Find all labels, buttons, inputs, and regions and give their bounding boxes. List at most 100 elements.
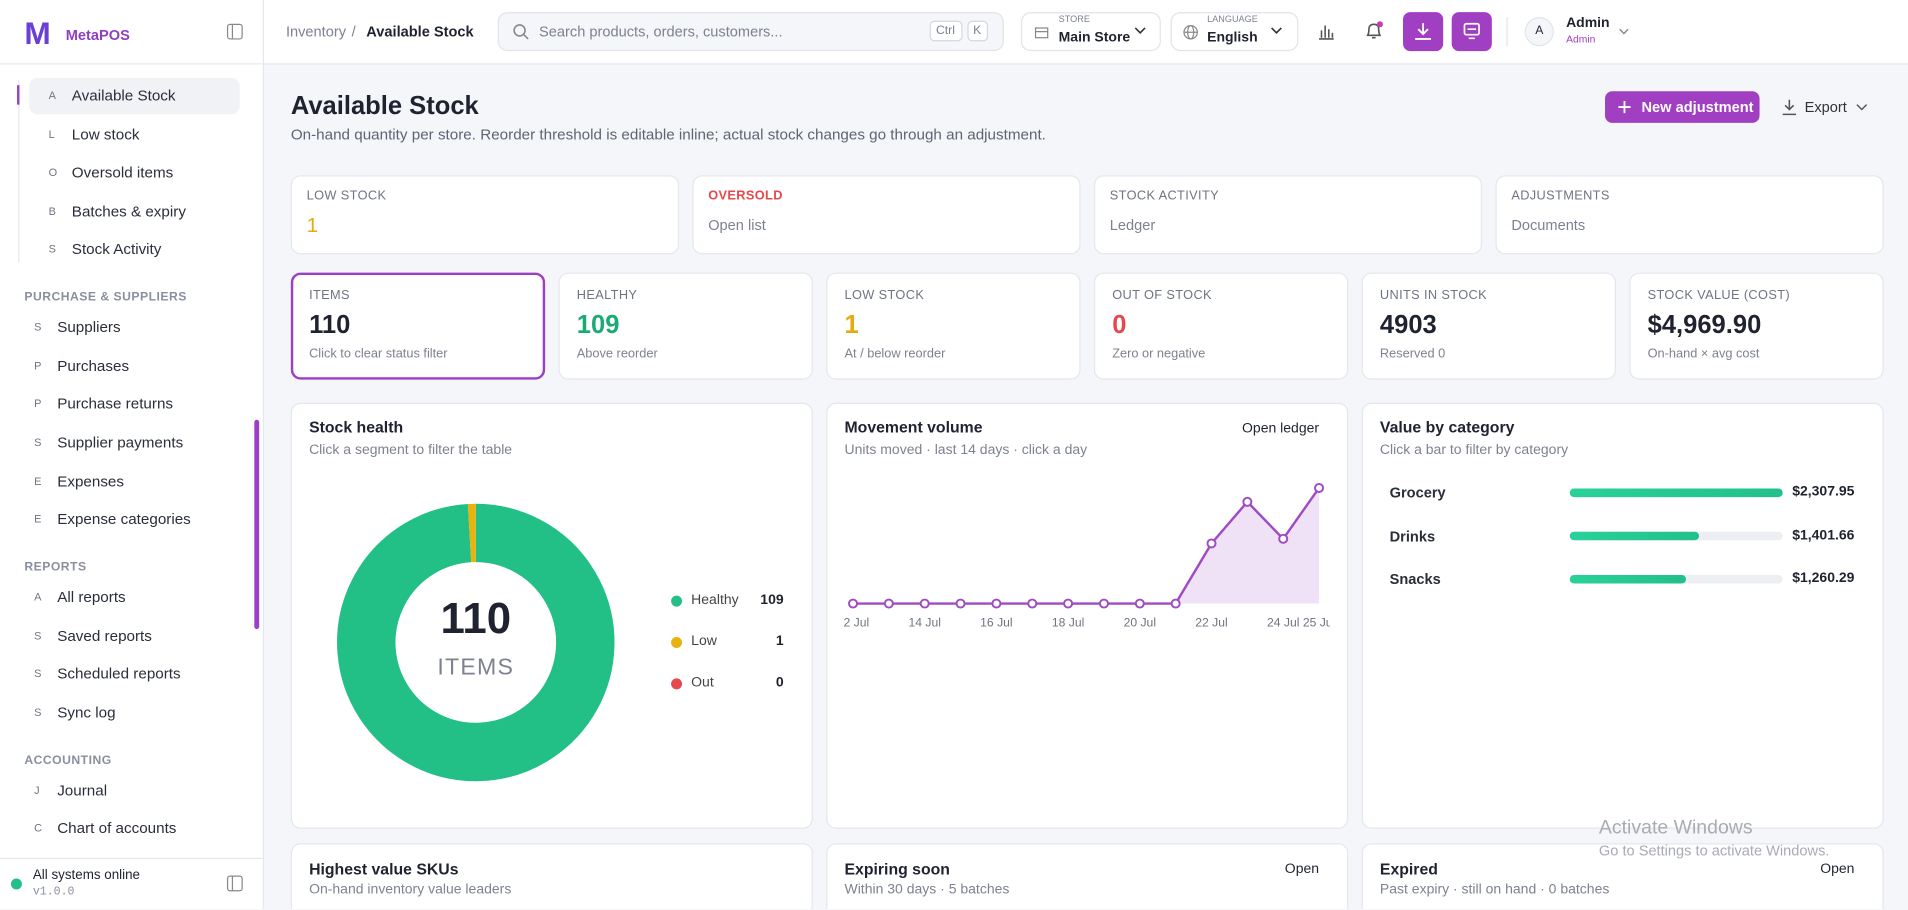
nav-letter: C [34,822,42,835]
nav-item[interactable]: Scheduled reports [57,665,181,683]
search-placeholder: Search products, orders, customers... [539,23,783,41]
user-role: Admin [1566,32,1596,45]
kpi-card[interactable] [1093,272,1349,380]
nav-letter: S [34,320,42,334]
nav-item[interactable]: Batches & expiry [71,202,186,220]
pos-button[interactable] [1451,12,1492,52]
quick-card[interactable] [692,175,1081,255]
kpi-value: $4,969.90 [1647,310,1762,339]
quick-label: LOW STOCK [306,188,387,203]
kpi-note: Zero or negative [1112,346,1206,362]
legend-value: 1 [775,634,784,649]
kpi-value: 4903 [1379,310,1437,339]
key [967,20,989,42]
bar-value-label: $1,260.29 [1792,571,1855,586]
collapse-icon[interactable] [226,23,243,40]
new-adjustment-button[interactable] [1605,91,1760,123]
kpi-card[interactable] [290,272,546,380]
globe-icon [1183,24,1198,40]
collapse-icon[interactable] [226,875,243,892]
breadcrumb[interactable]: Inventory [285,23,347,41]
panel-action[interactable]: Open [1820,861,1855,877]
quick-card[interactable] [1495,175,1884,255]
reports-icon[interactable] [1318,23,1335,40]
kpi-card[interactable] [1629,272,1884,380]
chart-title: Value by category [1379,417,1515,437]
kpi-label: OUT OF STOCK [1112,288,1212,303]
nav-item[interactable]: Suppliers [57,318,121,336]
page-subtitle: On-hand quantity per store. Reorder thre… [290,126,1046,144]
nav-letter: P [34,359,42,372]
language-select[interactable] [1170,12,1299,52]
quick-card[interactable] [1093,175,1483,255]
nav-letter: E [34,474,42,487]
panel-card [1361,843,1884,909]
nav-letter: S [34,436,42,449]
nav-item[interactable]: Supplier payments [57,434,184,452]
bell-icon[interactable] [1364,21,1383,40]
kpi-card[interactable] [1361,272,1616,380]
nav-item[interactable]: Expense categories [57,510,191,529]
key-label: Ctrl [936,24,955,38]
nav-item[interactable]: Oversold items [71,164,174,182]
breadcrumb-sep: / [351,23,356,41]
sidebar-footer-border [0,857,265,860]
nav-item[interactable]: Chart of accounts [57,820,177,838]
kpi-card[interactable] [826,272,1081,380]
panel-subtitle: On-hand inventory value leaders [309,882,512,898]
kpi-note: Above reorder [576,346,658,362]
language-label: LANGUAGE [1207,13,1258,25]
legend-value: 109 [760,592,784,608]
nav-item[interactable]: Available Stock [71,87,176,105]
panel-action[interactable]: Open [1284,861,1320,877]
logo-mark: M [24,14,51,52]
nav-item[interactable]: All reports [57,588,126,606]
search[interactable] [497,12,1004,52]
quick-label: STOCK ACTIVITY [1109,188,1220,203]
nav-item[interactable]: Journal [57,781,108,799]
chart-card [290,402,813,829]
chevron [1856,104,1868,111]
nav-letter: P [34,397,42,410]
nav-item[interactable]: Purchases [57,357,130,375]
watermark-text: Go to Settings to activate Windows. [1598,842,1830,860]
key-label: K [973,24,982,38]
kpi-label: UNITS IN STOCK [1379,288,1487,303]
chart-title: Movement volume [844,417,983,437]
kpi-label: HEALTHY [576,288,638,303]
quick-card[interactable] [290,175,679,255]
plus-icon [1618,100,1631,114]
donut-center-label: ITEMS [437,655,515,681]
nav-item[interactable]: Stock Activity [71,241,162,259]
panel-card [290,843,813,909]
nav-item[interactable]: Sync log [57,703,116,722]
export-label[interactable]: Export [1804,98,1847,116]
chart-card [826,402,1349,829]
avatar[interactable] [1524,17,1554,47]
watermark-title: Activate Windows [1598,817,1753,839]
legend-label: Out [691,675,714,691]
quick-value: Documents [1511,216,1586,234]
store-select[interactable] [1020,12,1161,52]
bar-value-label: $2,307.95 [1792,484,1855,500]
kpi-value: 0 [1112,310,1127,339]
nav-group-title: REPORTS [24,560,87,575]
nav-item[interactable]: Saved reports [57,627,152,645]
divider [1506,17,1508,47]
nav-item[interactable]: Low stock [71,125,140,143]
store-value: Main Store [1058,30,1131,46]
nav-rail-active [17,85,20,105]
nav-letter: S [48,243,56,256]
bar-label: Snacks [1389,570,1441,588]
nav-item[interactable]: Expenses [57,472,125,490]
chart-action[interactable]: Open ledger [1242,421,1320,436]
nav-rail [18,80,20,263]
export-icon[interactable] [1781,99,1797,116]
chart-subtitle: Units moved · last 14 days · click a day [844,443,1088,458]
store-icon [1034,27,1049,39]
nav-letter: L [48,127,55,141]
kpi-card[interactable] [558,272,813,380]
nav-item[interactable]: Purchase returns [57,395,174,413]
scrollbar [254,419,260,630]
